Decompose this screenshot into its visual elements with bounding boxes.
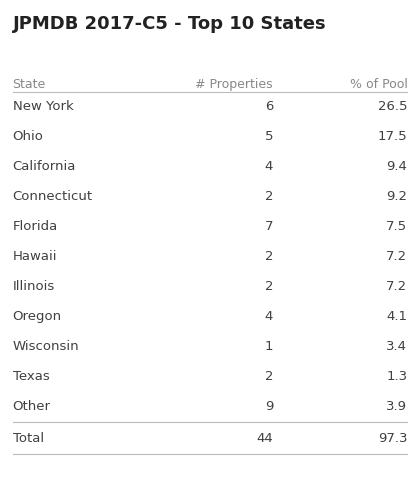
Text: 44: 44: [256, 432, 273, 445]
Text: Florida: Florida: [13, 220, 58, 233]
Text: 4: 4: [265, 310, 273, 323]
Text: Hawaii: Hawaii: [13, 250, 57, 263]
Text: 2: 2: [265, 370, 273, 383]
Text: New York: New York: [13, 100, 74, 113]
Text: State: State: [13, 78, 46, 91]
Text: 2: 2: [265, 190, 273, 203]
Text: Ohio: Ohio: [13, 130, 44, 143]
Text: 4: 4: [265, 160, 273, 173]
Text: 1: 1: [265, 340, 273, 353]
Text: 26.5: 26.5: [378, 100, 407, 113]
Text: 7.2: 7.2: [386, 250, 407, 263]
Text: 5: 5: [265, 130, 273, 143]
Text: JPMDB 2017-C5 - Top 10 States: JPMDB 2017-C5 - Top 10 States: [13, 15, 326, 33]
Text: Illinois: Illinois: [13, 280, 55, 293]
Text: Other: Other: [13, 400, 50, 413]
Text: # Properties: # Properties: [195, 78, 273, 91]
Text: Total: Total: [13, 432, 44, 445]
Text: 9: 9: [265, 400, 273, 413]
Text: 97.3: 97.3: [378, 432, 407, 445]
Text: 7: 7: [265, 220, 273, 233]
Text: 3.9: 3.9: [386, 400, 407, 413]
Text: Oregon: Oregon: [13, 310, 62, 323]
Text: 3.4: 3.4: [386, 340, 407, 353]
Text: 4.1: 4.1: [386, 310, 407, 323]
Text: 2: 2: [265, 280, 273, 293]
Text: 7.2: 7.2: [386, 280, 407, 293]
Text: 1.3: 1.3: [386, 370, 407, 383]
Text: 17.5: 17.5: [378, 130, 407, 143]
Text: Connecticut: Connecticut: [13, 190, 93, 203]
Text: 9.4: 9.4: [386, 160, 407, 173]
Text: 7.5: 7.5: [386, 220, 407, 233]
Text: 9.2: 9.2: [386, 190, 407, 203]
Text: Wisconsin: Wisconsin: [13, 340, 79, 353]
Text: California: California: [13, 160, 76, 173]
Text: 6: 6: [265, 100, 273, 113]
Text: Texas: Texas: [13, 370, 50, 383]
Text: 2: 2: [265, 250, 273, 263]
Text: % of Pool: % of Pool: [349, 78, 407, 91]
